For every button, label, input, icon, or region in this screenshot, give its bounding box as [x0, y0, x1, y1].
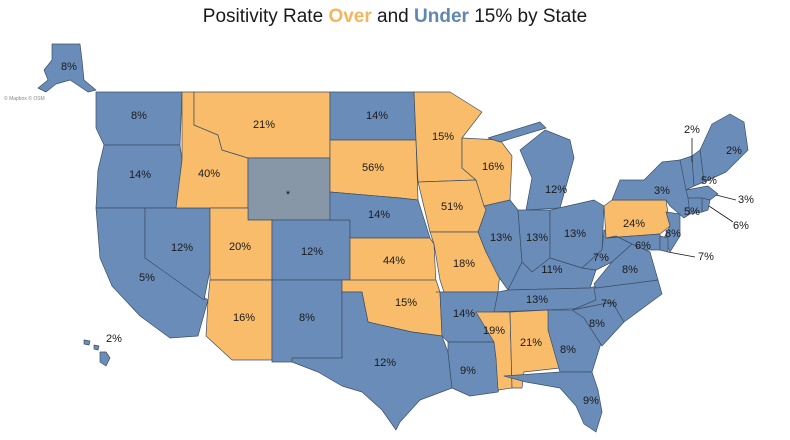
value-label-alaska: 8% [61, 61, 77, 73]
value-label-montana: 21% [253, 119, 275, 131]
state-north-carolina[interactable] [571, 279, 663, 323]
value-label-new-jersey: 8% [665, 228, 681, 240]
state-connecticut[interactable] [687, 197, 703, 215]
value-label-new-york: 3% [654, 185, 670, 197]
value-label-wyoming: * [286, 189, 291, 201]
value-label-nebraska: 14% [368, 209, 390, 221]
value-label-louisiana: 9% [460, 365, 476, 377]
value-label-california: 5% [139, 272, 155, 284]
value-label-michigan: 12% [545, 184, 567, 196]
value-label-alabama: 21% [520, 337, 542, 349]
title-prefix: Positivity Rate [202, 6, 329, 27]
value-label-nevada: 12% [171, 242, 193, 254]
value-label-mississippi: 19% [483, 325, 505, 337]
state-rhode-island[interactable] [701, 197, 711, 213]
state-texas[interactable] [291, 291, 453, 431]
value-label-hawaii: 2% [106, 333, 122, 345]
title-suffix: 15% by State [468, 6, 588, 27]
value-label-arkansas: 14% [453, 308, 475, 320]
value-label-illinois: 13% [490, 232, 512, 244]
value-label-north-dakota: 14% [366, 110, 388, 122]
value-label-texas: 12% [374, 357, 396, 369]
value-label-rhode-island: 6% [733, 220, 749, 232]
value-label-connecticut: 5% [684, 206, 700, 218]
value-label-missouri: 18% [453, 258, 475, 270]
value-label-oregon: 14% [129, 169, 151, 181]
value-label-maryland: 6% [635, 240, 651, 252]
value-label-virginia: 8% [622, 264, 638, 276]
value-label-utah: 20% [229, 241, 251, 253]
value-label-south-carolina: 8% [589, 318, 605, 330]
title-over-word: Over [328, 6, 372, 27]
value-label-washington: 8% [131, 110, 147, 122]
state-kansas[interactable] [349, 237, 437, 285]
value-label-oklahoma: 15% [395, 297, 417, 309]
value-label-florida: 9% [583, 395, 599, 407]
value-label-wisconsin: 16% [482, 161, 504, 173]
leader-line-rhode-island [708, 205, 734, 223]
value-label-massachusetts: 3% [738, 194, 754, 206]
value-label-idaho: 40% [198, 168, 220, 180]
state-michigan[interactable] [487, 121, 575, 211]
title-under-word: Under [414, 6, 469, 27]
value-label-kentucky: 11% [541, 264, 562, 276]
value-label-kansas: 44% [383, 255, 405, 267]
state-florida[interactable] [503, 371, 603, 433]
value-label-north-carolina: 7% [601, 298, 617, 310]
title-middle: and [371, 6, 415, 27]
value-label-ohio: 13% [564, 228, 586, 240]
value-label-maine: 2% [726, 145, 742, 157]
value-label-new-mexico: 8% [299, 312, 315, 324]
state-maryland[interactable] [605, 233, 661, 251]
leader-line-massachusetts [715, 194, 737, 201]
value-label-indiana: 13% [526, 232, 548, 244]
value-label-west-virginia: 7% [593, 252, 609, 264]
state-hawaii[interactable] [83, 339, 111, 367]
value-label-vermont: 2% [684, 124, 700, 136]
value-label-south-dakota: 56% [362, 162, 384, 174]
value-label-minnesota: 15% [432, 131, 454, 143]
map-attribution: © Mapbox © OSM [4, 96, 45, 102]
value-label-tennessee: 13% [526, 294, 548, 306]
state-new-hampshire[interactable] [691, 149, 705, 187]
leader-line-delaware [667, 251, 696, 258]
value-label-arizona: 16% [233, 312, 255, 324]
value-label-colorado: 12% [301, 246, 323, 258]
value-label-delaware: 7% [698, 251, 714, 263]
value-label-iowa: 51% [441, 201, 463, 213]
map-title: Positivity Rate Over and Under 15% by St… [0, 6, 790, 28]
value-label-georgia: 8% [560, 344, 576, 356]
state-massachusetts[interactable] [685, 185, 719, 201]
state-alaska[interactable] [37, 43, 97, 93]
value-label-pennsylvania: 24% [623, 218, 645, 230]
value-label-new-hampshire: 5% [701, 175, 717, 187]
state-illinois[interactable] [477, 199, 523, 291]
state-maine[interactable] [699, 113, 749, 183]
